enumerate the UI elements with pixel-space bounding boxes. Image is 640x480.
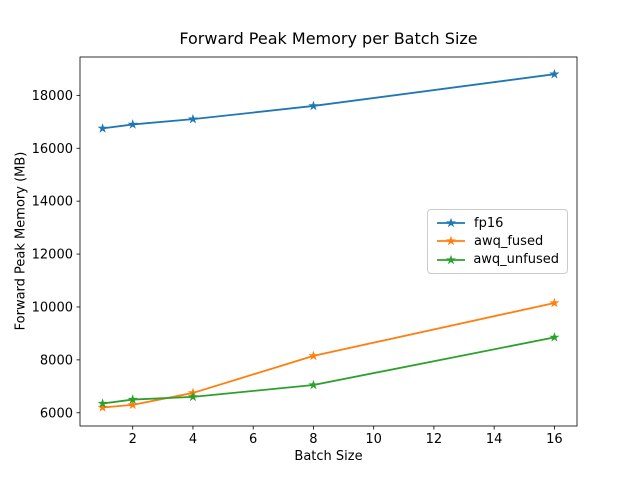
data-point-star-awq_unfused	[308, 379, 319, 390]
legend-item-awq_fused: awq_fused	[436, 232, 559, 250]
data-point-star-awq_fused	[127, 399, 138, 410]
data-point-star-awq_fused	[97, 402, 108, 412]
chart-title: Forward Peak Memory per Batch Size	[179, 29, 478, 48]
data-point-star-fp16	[187, 113, 198, 124]
x-tick-label: 4	[189, 432, 197, 447]
legend-item-awq_unfused: awq_unfused	[436, 251, 559, 269]
y-tick-label: 8000	[40, 353, 73, 368]
data-point-star-fp16	[308, 100, 319, 111]
x-axis-label: Batch Size	[294, 449, 363, 464]
x-tick-label: 8	[309, 432, 317, 447]
legend-star-icon	[437, 254, 465, 265]
data-point-star-awq_unfused	[97, 398, 108, 408]
legend-star-icon	[437, 217, 465, 228]
legend-label: awq_fused	[474, 233, 544, 249]
x-tick-label: 12	[426, 432, 443, 447]
data-point-star-awq_fused	[308, 350, 319, 361]
legend: fp16 awq_fused awq_unfused	[427, 209, 568, 274]
x-tick-label: 2	[129, 432, 137, 447]
data-point-star-awq_unfused	[187, 391, 198, 402]
x-tick-label: 16	[546, 432, 563, 447]
data-point-star-fp16	[549, 68, 560, 79]
y-axis-label: Forward Peak Memory (MB)	[13, 151, 29, 331]
y-tick-label: 18000	[32, 89, 73, 104]
x-tick-label: 10	[365, 432, 382, 447]
data-point-star-fp16	[97, 123, 108, 133]
y-tick-label: 12000	[32, 248, 73, 263]
y-tick-label: 6000	[40, 406, 73, 421]
x-tick-label: 14	[486, 432, 503, 447]
data-point-star-awq_unfused	[549, 332, 560, 342]
x-tick-label: 6	[249, 432, 257, 447]
data-point-star-awq_unfused	[127, 394, 138, 404]
legend-label: fp16	[474, 215, 504, 231]
y-tick-label: 14000	[32, 195, 73, 210]
legend-item-fp16: fp16	[436, 214, 559, 232]
legend-star-icon	[437, 236, 465, 246]
y-tick-label: 10000	[32, 300, 73, 315]
data-point-star-fp16	[127, 119, 138, 129]
data-point-star-awq_fused	[549, 297, 560, 308]
legend-label: awq_unfused	[473, 252, 559, 268]
y-tick-label: 16000	[32, 142, 73, 157]
